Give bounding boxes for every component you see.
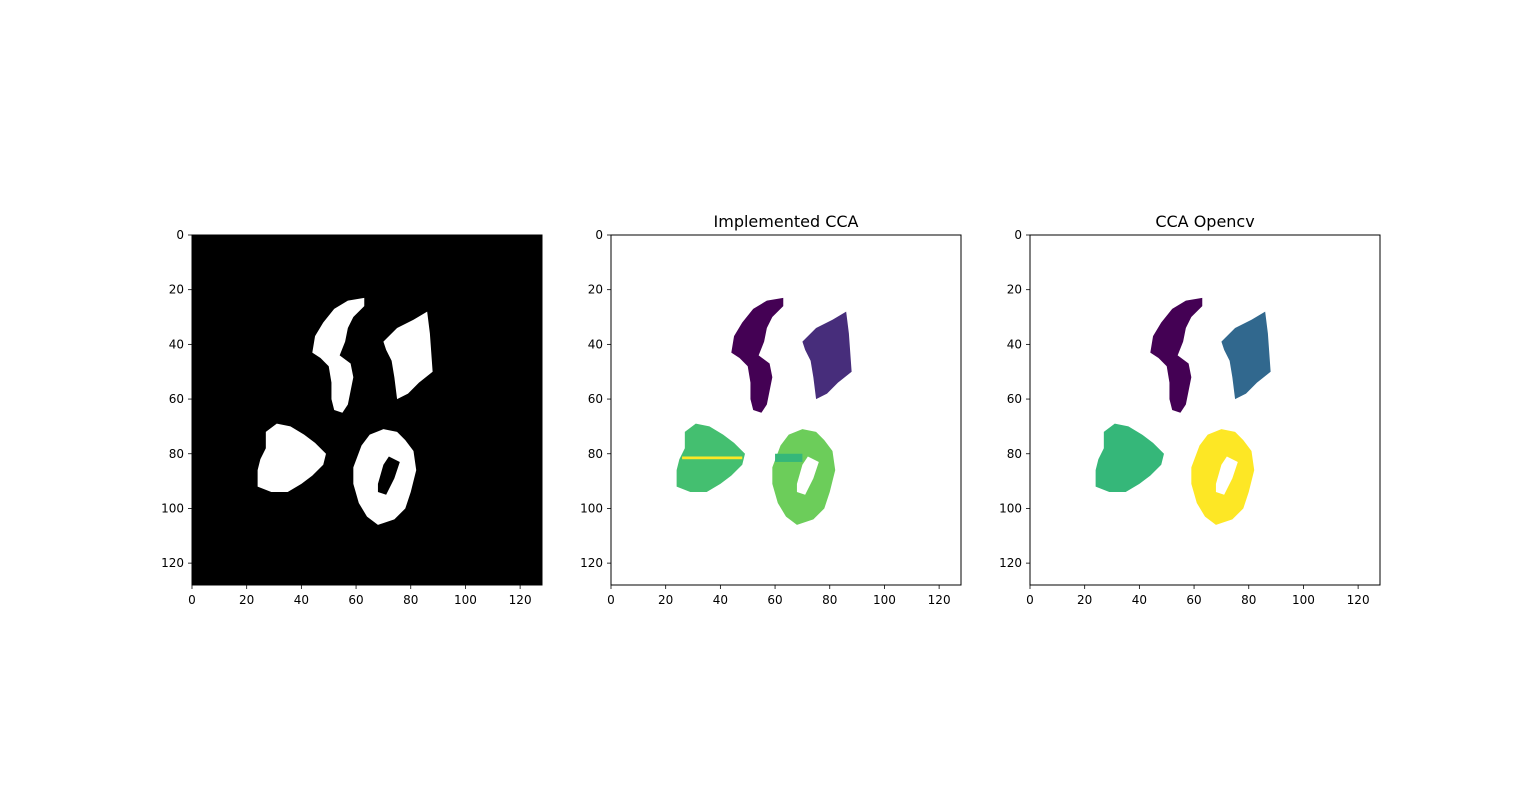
x-tick-label: 20: [1077, 593, 1092, 607]
y-tick-label: 100: [580, 501, 603, 515]
x-tick-label: 120: [928, 593, 951, 607]
y-tick-label: 80: [169, 447, 184, 461]
y-tick-label: 40: [588, 337, 603, 351]
y-tick-label: 20: [1007, 283, 1022, 297]
y-tick-label: 100: [161, 501, 184, 515]
x-tick-label: 0: [188, 593, 196, 607]
x-tick-label: 20: [658, 593, 673, 607]
y-tick-label: 0: [1014, 228, 1022, 242]
y-tick-label: 120: [999, 556, 1022, 570]
x-tick-label: 40: [294, 593, 309, 607]
x-tick-label: 80: [403, 593, 418, 607]
x-tick-label: 80: [1241, 593, 1256, 607]
panel-title-2: Implemented CCA: [714, 212, 859, 231]
x-tick-label: 60: [767, 593, 782, 607]
y-tick-label: 80: [588, 447, 603, 461]
panel-binary: [191, 234, 543, 586]
x-tick-label: 120: [509, 593, 532, 607]
x-tick-label: 100: [873, 593, 896, 607]
y-tick-label: 120: [580, 556, 603, 570]
image-area: [192, 235, 542, 585]
x-tick-label: 40: [713, 593, 728, 607]
y-tick-label: 80: [1007, 447, 1022, 461]
blob-heart-line: [682, 456, 743, 460]
x-tick-label: 80: [822, 593, 837, 607]
y-tick-label: 60: [1007, 392, 1022, 406]
x-tick-label: 100: [1292, 593, 1315, 607]
image-area: [611, 235, 961, 585]
blob-ring-patch: [775, 453, 803, 462]
y-tick-label: 60: [169, 392, 184, 406]
x-tick-label: 0: [1026, 593, 1034, 607]
y-tick-label: 0: [595, 228, 603, 242]
y-tick-label: 40: [1007, 337, 1022, 351]
x-tick-label: 100: [454, 593, 477, 607]
y-tick-label: 40: [169, 337, 184, 351]
x-tick-label: 120: [1347, 593, 1370, 607]
y-tick-label: 60: [588, 392, 603, 406]
y-tick-label: 0: [176, 228, 184, 242]
axis-ticks: 0 20 40 60 80 100 120 0 20 40 60 80 100 120 0 20 40 60 80 1…: [161, 228, 1369, 607]
x-tick-label: 60: [1186, 593, 1201, 607]
panel-title-3: CCA Opencv: [1155, 212, 1254, 231]
x-tick-label: 0: [607, 593, 615, 607]
x-tick-label: 20: [239, 593, 254, 607]
x-tick-label: 60: [348, 593, 363, 607]
panel-opencv-cca: [1029, 234, 1381, 586]
y-tick-label: 20: [169, 283, 184, 297]
image-area: [1030, 235, 1380, 585]
y-tick-label: 20: [588, 283, 603, 297]
y-tick-label: 100: [999, 501, 1022, 515]
y-tick-label: 120: [161, 556, 184, 570]
panel-implemented-cca: [610, 234, 962, 586]
x-tick-label: 40: [1132, 593, 1147, 607]
